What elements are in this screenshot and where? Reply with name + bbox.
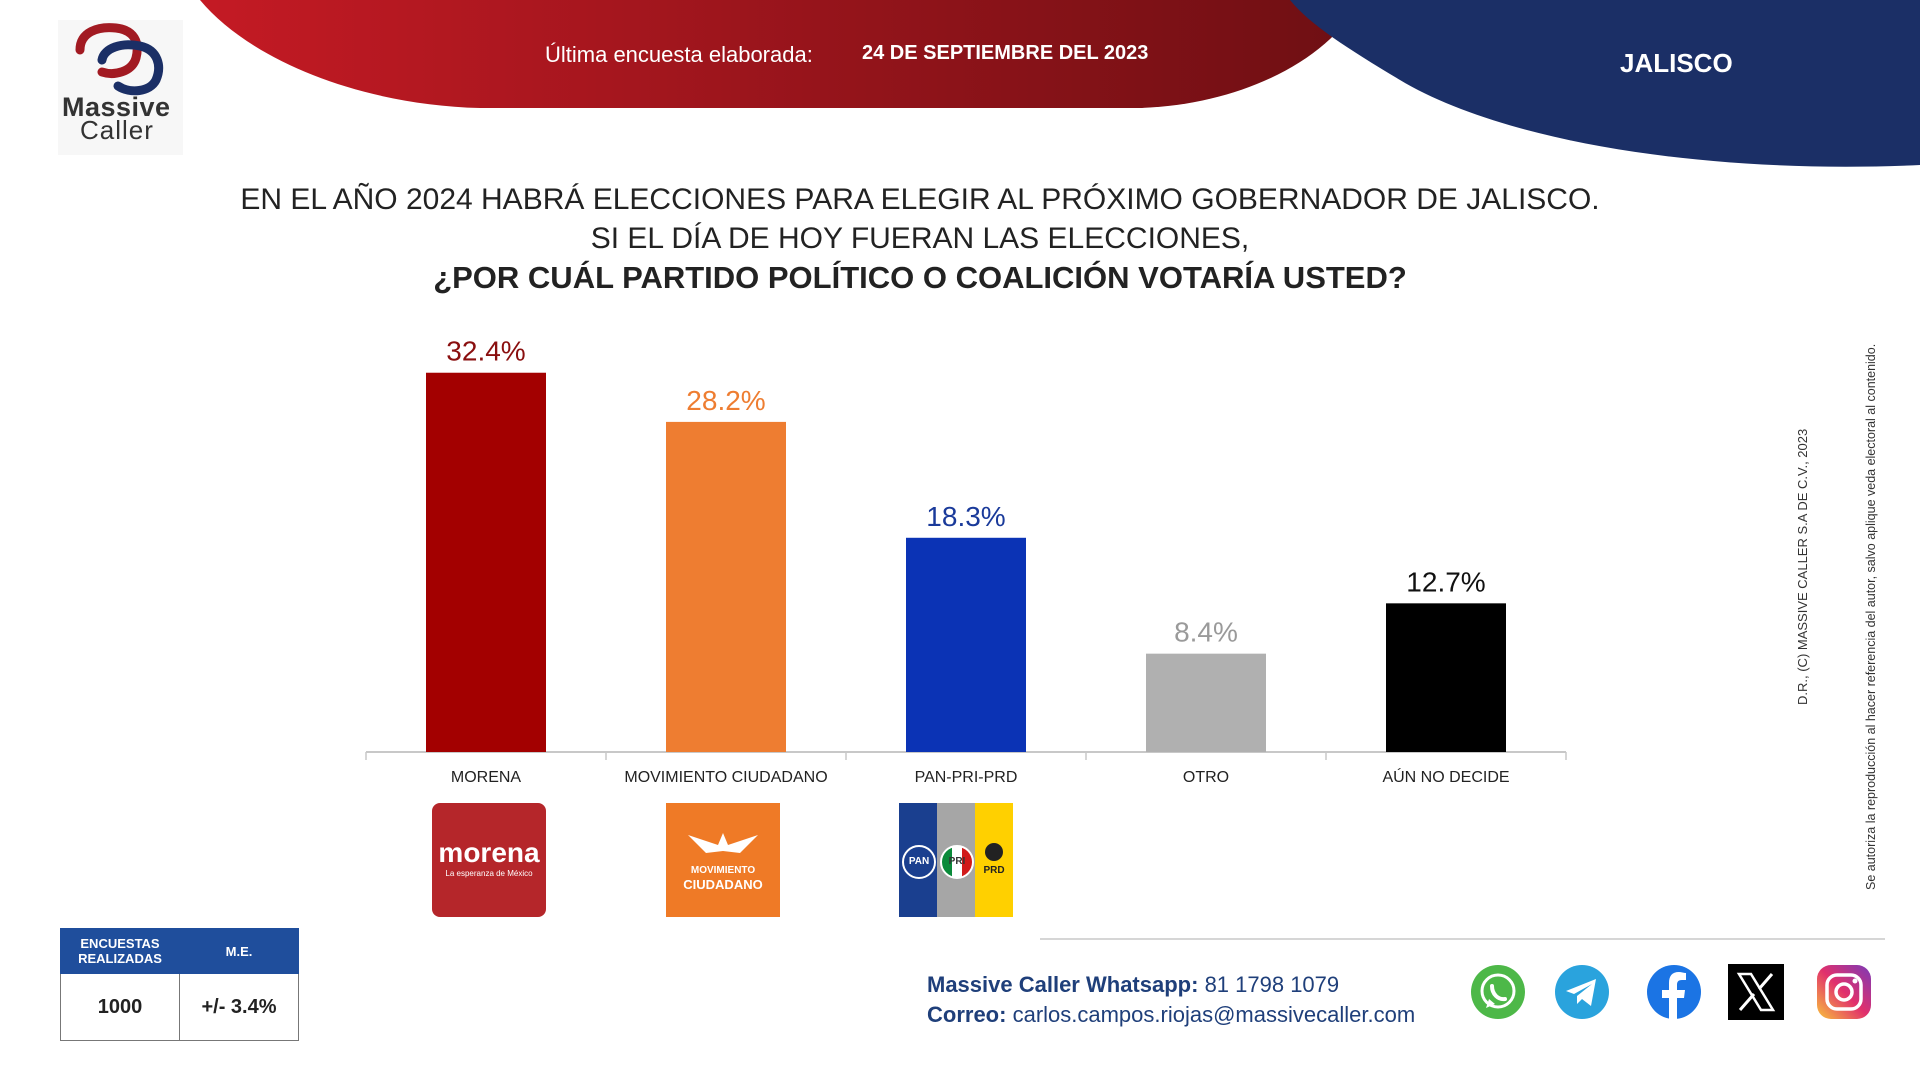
prd-icon: PRD — [983, 865, 1005, 876]
copyright-block: D.R., (C) MASSIVE CALLER S.A DE C.V., 20… — [1795, 220, 1813, 910]
header-blue-band — [1290, 0, 1920, 167]
morena-logo-name: morena — [438, 837, 540, 868]
header-red-band — [200, 0, 1360, 108]
facebook-icon[interactable] — [1644, 962, 1704, 1022]
telegram-icon[interactable] — [1552, 962, 1612, 1022]
question-line-2: SI EL DÍA DE HOY FUERAN LAS ELECCIONES, — [590, 222, 1250, 255]
copyright-line-1: D.R., (C) MASSIVE CALLER S.A DE C.V., 20… — [1795, 428, 1810, 705]
value-label: 12.7% — [1406, 566, 1485, 597]
bar-aún-no-decide — [1386, 603, 1506, 752]
x-icon[interactable] — [1726, 962, 1786, 1022]
bar-morena — [426, 372, 546, 752]
value-label: 8.4% — [1174, 617, 1238, 648]
surveys-header: ENCUESTAS REALIZADAS — [60, 928, 180, 974]
whatsapp-label: Massive Caller Whatsapp: — [927, 972, 1199, 997]
movimiento-ciudadano-logo: MOVIMIENTO CIUDADANO — [666, 803, 780, 917]
logo-text-massive: Massive — [62, 92, 171, 122]
value-label: 18.3% — [926, 501, 1005, 532]
whatsapp-number[interactable]: 81 1798 1079 — [1204, 972, 1340, 997]
instagram-icon[interactable] — [1814, 962, 1874, 1022]
category-label: MOVIMIENTO CIUDADANO — [624, 769, 827, 786]
mc-logo-line2: CIUDADANO — [683, 877, 763, 892]
margin-header: M.E. — [179, 928, 299, 974]
category-label: AÚN NO DECIDE — [1382, 767, 1509, 786]
whatsapp-contact: Massive Caller Whatsapp: 81 1798 1079 — [927, 972, 1339, 998]
email-contact: Correo: carlos.campos.riojas@massivecall… — [927, 1002, 1415, 1028]
bar-chart: 32.4% MORENA 28.2% MOVIMIENTO CIUDADANO 18.3… — [365, 336, 1567, 786]
category-label: PAN-PRI-PRD — [915, 769, 1018, 786]
margin-value: +/- 3.4% — [179, 973, 299, 1041]
eagle-icon — [688, 833, 758, 853]
copyright-block-2: Se autoriza la reproducción al hacer ref… — [1864, 220, 1882, 910]
bar-pan-pri-prd — [906, 537, 1026, 752]
email-label: Correo: — [927, 1002, 1007, 1027]
pan-pri-prd-logo: PAN PRI PRD — [899, 803, 1013, 917]
prd-sun-icon — [985, 843, 1003, 861]
bar-movimiento-ciudadano — [666, 421, 786, 752]
pri-icon: PRI — [940, 845, 974, 879]
category-label: OTRO — [1183, 769, 1229, 786]
contact-divider — [1040, 938, 1885, 940]
pan-icon: PAN — [902, 845, 936, 879]
question-line-1: EN EL AÑO 2024 HABRÁ ELECCIONES PARA ELE… — [240, 183, 1600, 216]
survey-stats-table: ENCUESTAS REALIZADAS M.E. 1000 +/- 3.4% — [60, 928, 299, 1041]
question-line-3: ¿POR CUÁL PARTIDO POLÍTICO O COALICIÓN V… — [433, 260, 1407, 295]
header-background — [200, 0, 1920, 167]
value-label: 32.4% — [446, 336, 525, 367]
whatsapp-icon[interactable] — [1468, 962, 1528, 1022]
category-label: MORENA — [451, 769, 522, 786]
surveys-value: 1000 — [60, 973, 180, 1041]
logo-text-caller: Caller — [80, 115, 154, 145]
survey-date: 24 DE SEPTIEMBRE DEL 2023 — [862, 42, 1149, 64]
state-name: JALISCO — [1620, 48, 1733, 78]
bar-otro — [1146, 653, 1266, 752]
value-label: 28.2% — [686, 385, 765, 416]
copyright-line-2: Se autoriza la reproducción al hacer ref… — [1864, 343, 1878, 890]
email-address[interactable]: carlos.campos.riojas@massivecaller.com — [1012, 1002, 1416, 1027]
survey-date-label: Última encuesta elaborada: — [545, 42, 813, 67]
mc-logo-line1: MOVIMIENTO — [690, 865, 756, 876]
massive-caller-logo — [58, 20, 183, 155]
morena-logo: morena La esperanza de México — [432, 803, 546, 917]
morena-logo-tagline: La esperanza de México — [445, 869, 533, 878]
